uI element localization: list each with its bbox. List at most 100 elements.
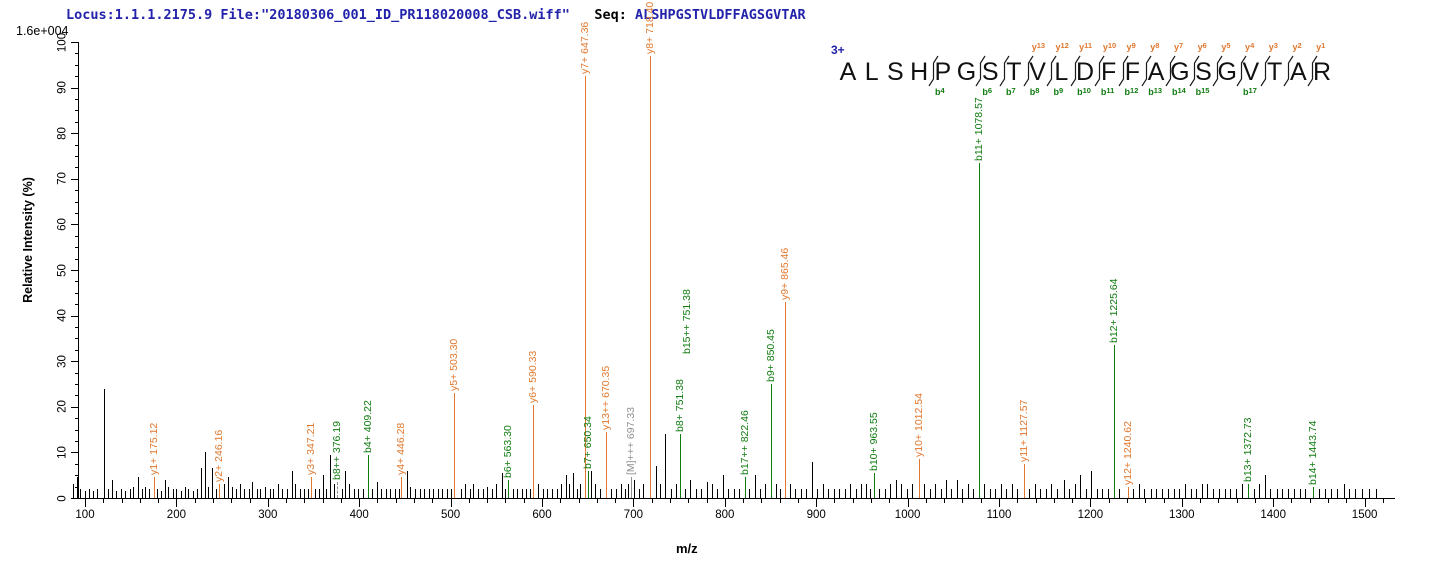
- noise-peak: [1325, 488, 1327, 498]
- noise-peak: [88, 488, 90, 498]
- x-tick-label: 100: [75, 509, 95, 521]
- noise-peak: [442, 488, 444, 498]
- noise-peak: [656, 466, 658, 498]
- x-major-tick: [633, 499, 635, 507]
- noise-peak: [286, 488, 288, 498]
- y-minor-tick: [74, 235, 78, 237]
- noise-peak: [315, 488, 317, 498]
- noise-peak: [1343, 484, 1345, 498]
- x-major-tick: [359, 499, 361, 507]
- noise-peak: [188, 488, 190, 498]
- y-tick-label: 10: [56, 446, 69, 459]
- y-minor-tick: [74, 258, 78, 260]
- noise-peak: [1369, 488, 1371, 498]
- noise-peak: [252, 482, 254, 498]
- x-minor-tick: [1108, 499, 1110, 503]
- x-minor-tick: [487, 499, 489, 503]
- fragment-label-y: y9: [1126, 41, 1136, 52]
- noise-peak: [116, 491, 118, 498]
- annotated-peak: [919, 459, 921, 498]
- peak-label: y3+ 347.21: [304, 423, 317, 476]
- y-minor-tick: [74, 53, 78, 55]
- x-minor-tick: [980, 499, 982, 503]
- x-tick-label: 1300: [1169, 509, 1195, 521]
- noise-peak: [850, 484, 852, 498]
- x-minor-tick: [1035, 499, 1037, 503]
- noise-peak: [133, 486, 135, 498]
- noise-peak: [1080, 475, 1082, 498]
- peak-label: b7+ 650.34: [582, 415, 594, 469]
- x-minor-tick: [889, 499, 891, 503]
- x-major-tick: [450, 499, 452, 507]
- noise-peak: [1102, 488, 1104, 498]
- x-minor-tick: [560, 499, 562, 503]
- peak-label: b10+ 963.55: [868, 412, 881, 471]
- x-major-tick: [85, 499, 86, 507]
- noise-peak: [1276, 488, 1278, 498]
- noise-peak: [561, 484, 563, 498]
- noise-peak: [256, 488, 258, 498]
- fragment-label-b: b10: [1077, 86, 1091, 97]
- noise-peak: [1000, 484, 1002, 498]
- y-minor-tick: [74, 338, 78, 340]
- noise-peak: [1006, 488, 1008, 498]
- peak-label: y1+ 175.12: [147, 423, 160, 476]
- noise-peak: [1011, 484, 1013, 498]
- x-major-tick: [267, 499, 269, 507]
- x-tick-label: 900: [806, 509, 826, 521]
- annotated-peak: [770, 384, 772, 498]
- peak-label: b6+ 563.30: [502, 424, 515, 478]
- x-major-tick: [907, 499, 909, 507]
- noise-peak: [967, 484, 969, 498]
- noise-peak: [1156, 488, 1158, 498]
- noise-peak: [634, 479, 636, 498]
- noise-peak: [164, 479, 166, 498]
- x-minor-tick: [1200, 499, 1202, 503]
- annotated-peak: [606, 431, 608, 498]
- noise-peak: [884, 488, 886, 498]
- y-minor-tick: [74, 167, 78, 169]
- peak-label: b12+ 1225.64: [1107, 278, 1120, 344]
- seq-label: Seq:: [594, 7, 627, 23]
- fragment-label-y: y13: [1031, 41, 1046, 52]
- noise-peak: [517, 488, 519, 498]
- noise-peak: [371, 488, 373, 498]
- x-minor-tick: [1163, 499, 1165, 503]
- x-tick-label: 1200: [1077, 509, 1104, 521]
- peak-label: b17++ 822.46: [739, 410, 752, 476]
- peak-label: y2+ 246.16: [212, 430, 225, 483]
- fragment-cleavage-mark: [1118, 55, 1130, 92]
- y-minor-tick: [74, 64, 78, 66]
- peptide-residue: L: [1054, 58, 1069, 86]
- noise-peak: [260, 488, 262, 498]
- noise-peak: [591, 470, 593, 498]
- noise-peak: [1185, 484, 1187, 498]
- x-tick-label: 1500: [1351, 509, 1378, 521]
- x-minor-tick: [615, 499, 617, 503]
- noise-peak: [833, 488, 835, 498]
- noise-peak: [501, 472, 503, 498]
- noise-peak: [754, 475, 756, 498]
- peptide-residue: A: [839, 58, 857, 86]
- y-minor-tick: [74, 463, 78, 465]
- x-major-tick: [816, 499, 818, 507]
- noise-peak: [478, 488, 480, 498]
- noise-peak: [665, 434, 667, 498]
- y-minor-tick: [74, 441, 78, 442]
- x-tick-label: 400: [349, 509, 369, 521]
- noise-peak: [860, 484, 862, 498]
- peak-label: b11+ 1078.57: [973, 97, 986, 161]
- noise-peak: [482, 488, 484, 498]
- fragment-label-y: y10: [1102, 41, 1117, 52]
- annotated-peak: [508, 479, 510, 498]
- noise-peak: [235, 488, 237, 498]
- annotated-peak: [367, 454, 369, 498]
- noise-peak: [789, 484, 791, 498]
- x-minor-tick: [871, 499, 873, 503]
- noise-peak: [201, 468, 203, 498]
- y-minor-tick: [74, 76, 78, 78]
- noise-peak: [1168, 488, 1170, 498]
- peptide-residue: H: [910, 58, 929, 86]
- noise-peak: [73, 484, 75, 498]
- y-minor-tick: [74, 121, 78, 123]
